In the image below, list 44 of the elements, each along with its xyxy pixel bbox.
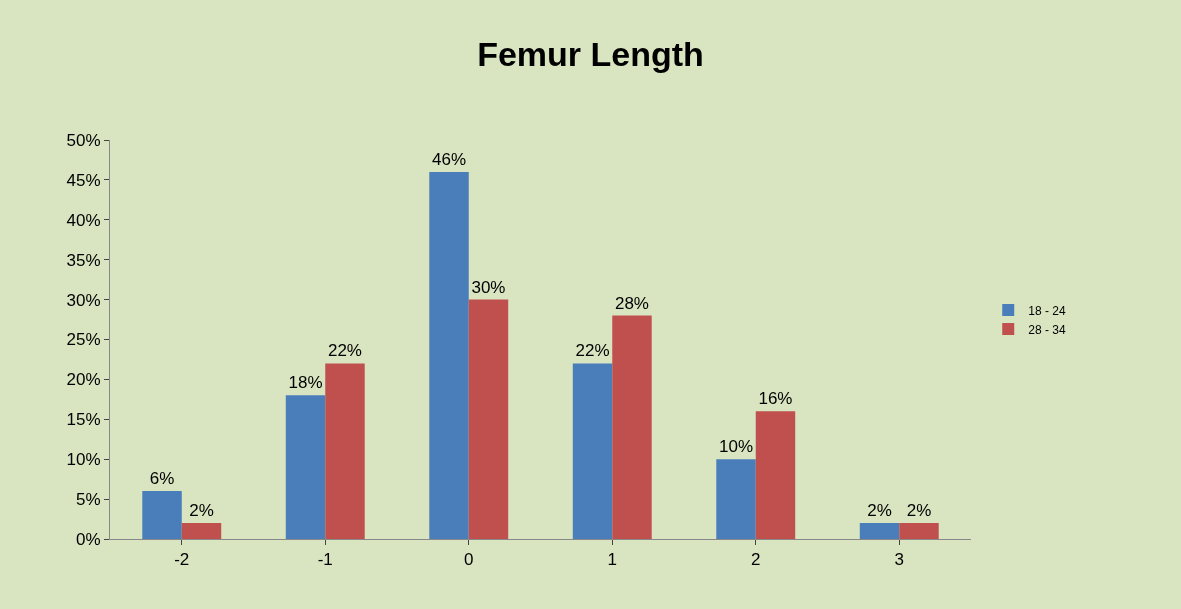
y-tick-label: 10% [66,450,101,470]
y-tick-label: 15% [66,410,101,430]
y-tick-label: 35% [66,250,101,270]
data-label: 2% [867,501,892,521]
legend-label: 18 - 24 [1028,303,1066,318]
bar [716,459,756,539]
bar [755,411,796,539]
x-tick-label: 3 [894,550,904,570]
x-tick-label: 1 [607,550,617,570]
bar [181,523,222,539]
y-tick-label: 30% [66,290,101,310]
bar [285,395,326,539]
bar [899,523,939,539]
bar [572,363,613,539]
y-tick-label: 40% [66,210,101,230]
y-tick-label: 25% [66,330,101,350]
data-label: 16% [758,389,793,409]
bar [468,299,509,539]
data-label: 10% [719,437,754,457]
x-tick-label: -1 [317,550,333,570]
bar [612,315,652,539]
data-label: 2% [189,501,214,521]
y-tick-label: 0% [76,529,101,549]
data-label: 2% [906,501,932,521]
data-label: 18% [288,373,323,393]
x-tick-label: 0 [464,550,474,570]
data-label: 22% [575,341,610,361]
legend-label: 28 - 34 [1028,322,1066,337]
data-label: 28% [614,293,649,313]
y-tick-label: 45% [66,170,101,190]
y-tick-label: 5% [76,490,101,510]
data-label: 30% [471,277,506,297]
data-label: 46% [432,149,467,169]
bar [325,363,365,539]
x-tick-label: 2 [751,550,761,570]
data-label: 22% [327,341,362,361]
y-tick-label: 50% [66,130,101,150]
y-tick-label: 20% [66,370,101,390]
data-label: 6% [149,469,175,489]
bar [429,171,469,539]
x-tick-label: -2 [174,550,190,570]
bar [142,491,182,539]
chart-title: Femur Length [477,35,704,74]
bar [859,523,900,539]
